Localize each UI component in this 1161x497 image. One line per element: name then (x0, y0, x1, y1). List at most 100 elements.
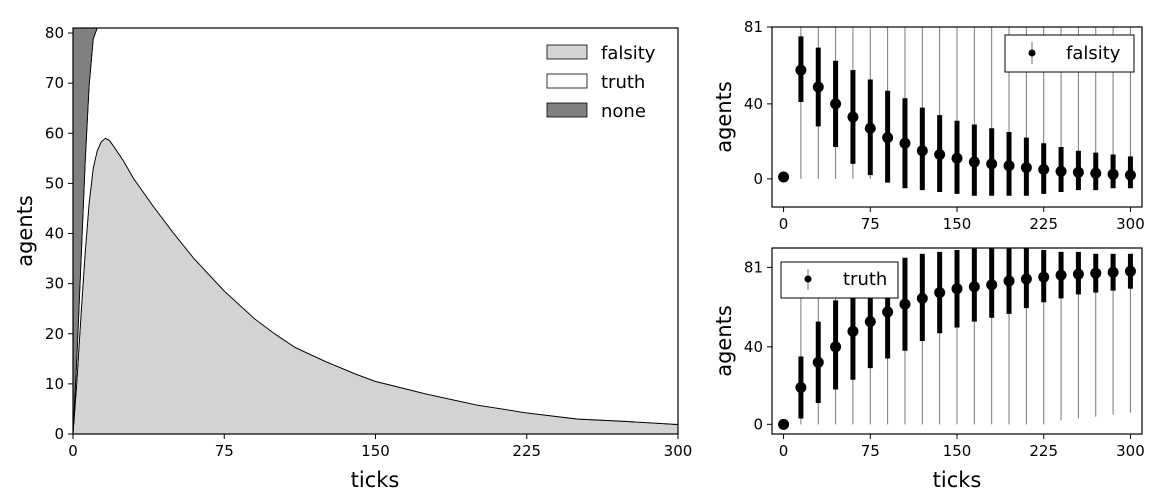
legend-swatch-truth (546, 73, 588, 89)
falsity-mean-point (1020, 162, 1032, 174)
legend-label-none: none (601, 101, 646, 122)
falsity-legend-label: falsity (1066, 43, 1121, 64)
y-tick-label: 40 (45, 225, 64, 243)
falsity-legend-marker (1028, 49, 1036, 57)
falsity-legend: falsity (1004, 34, 1135, 73)
truth-axis-ticks: 0 75 150 225 300 0 40 81 (744, 258, 1145, 460)
truth-y-axis-label: agents (712, 305, 736, 377)
truth-x-tick-label: 75 (861, 442, 880, 460)
x-tick-label: 0 (68, 442, 78, 460)
y-tick-label: 70 (45, 74, 64, 92)
area-truth (73, 28, 678, 434)
falsity-x-tick-label: 0 (779, 215, 789, 233)
legend-label-falsity: falsity (601, 43, 656, 64)
y-tick-label: 30 (45, 275, 64, 293)
truth-y-tick-label: 40 (744, 338, 763, 356)
y-tick-label: 60 (45, 124, 64, 142)
truth-legend-box (780, 261, 899, 299)
falsity-y-tick-label: 81 (744, 18, 763, 36)
truth-x-axis-label: ticks (933, 468, 982, 492)
truth-mean-point (778, 418, 790, 430)
falsity-mean-point (986, 158, 998, 170)
truth-mean-point (812, 356, 824, 368)
falsity-errorbar-chart: 0 75 150 225 300 0 40 81 agents falsity (712, 18, 1145, 233)
falsity-mean-point (899, 137, 911, 149)
x-tick-label: 300 (664, 442, 693, 460)
truth-mean-point (795, 382, 807, 393)
falsity-mean-point (812, 81, 824, 93)
truth-mean-point (1107, 266, 1119, 278)
truth-mean-point (847, 325, 859, 337)
y-tick-label: 10 (45, 375, 64, 393)
falsity-marks (778, 27, 1136, 196)
falsity-mean-point (1090, 167, 1102, 179)
truth-y-tick-label: 0 (753, 415, 763, 433)
falsity-mean-point (1107, 168, 1119, 180)
truth-x-tick-label: 225 (1029, 442, 1058, 460)
falsity-mean-point (1038, 164, 1050, 175)
truth-y-tick-label: 81 (744, 258, 763, 276)
truth-marks (778, 248, 1136, 430)
truth-mean-point (916, 292, 928, 304)
legend-label-truth: truth (601, 72, 645, 93)
falsity-x-tick-label: 225 (1029, 215, 1058, 233)
falsity-y-tick-label: 40 (744, 95, 763, 113)
falsity-mean-point (864, 122, 876, 134)
x-tick-label: 150 (361, 442, 390, 460)
truth-mean-point (1003, 275, 1015, 287)
truth-mean-point (1055, 269, 1067, 281)
falsity-mean-point (1055, 165, 1067, 177)
x-tick-label: 225 (512, 442, 541, 460)
falsity-mean-point (830, 98, 842, 110)
y-tick-label: 50 (45, 174, 64, 192)
falsity-mean-point (1124, 169, 1136, 181)
falsity-mean-point (1003, 160, 1015, 172)
falsity-mean-point (882, 132, 894, 144)
falsity-x-tick-label: 150 (943, 215, 972, 233)
falsity-mean-point (847, 111, 859, 123)
y-tick-label: 20 (45, 325, 64, 343)
truth-x-tick-label: 300 (1116, 442, 1145, 460)
truth-mean-point (1090, 267, 1102, 279)
falsity-legend-box (1004, 34, 1135, 73)
falsity-mean-point (795, 64, 807, 76)
truth-mean-point (1124, 265, 1136, 277)
truth-mean-point (864, 316, 876, 328)
main-legend: falsity truth none (546, 43, 656, 122)
stacked-area-chart: 0 75 150 225 300 0 10 20 30 40 50 60 70 80 ticks agen… (13, 24, 692, 492)
falsity-y-tick-label: 0 (753, 170, 763, 188)
falsity-x-tick-label: 75 (861, 215, 880, 233)
falsity-mean-point (951, 152, 963, 164)
main-y-axis-label: agents (13, 195, 37, 267)
truth-mean-point (1072, 268, 1084, 280)
falsity-mean-point (1072, 166, 1084, 178)
falsity-mean-point (934, 149, 946, 160)
falsity-mean-point (916, 145, 928, 157)
legend-swatch-falsity (546, 44, 588, 60)
falsity-axis-ticks: 0 75 150 225 300 0 40 81 (744, 18, 1145, 233)
truth-errorbar-chart: 0 75 150 225 300 0 40 81 ticks agents truth (712, 247, 1145, 492)
falsity-mean-point (968, 156, 980, 168)
truth-mean-point (986, 279, 998, 291)
truth-mean-point (899, 298, 911, 310)
truth-legend-marker (804, 275, 812, 283)
legend-swatch-none (546, 102, 588, 118)
main-axis-ticks: 0 75 150 225 300 0 10 20 30 40 50 60 70 80 (45, 24, 692, 460)
truth-x-tick-label: 0 (779, 442, 789, 460)
truth-legend-label: truth (843, 269, 887, 290)
truth-mean-point (934, 287, 946, 299)
falsity-y-axis-label: agents (712, 81, 736, 153)
y-tick-label: 80 (45, 24, 64, 42)
falsity-mean-point (778, 171, 790, 183)
truth-x-tick-label: 150 (943, 442, 972, 460)
truth-mean-point (1020, 273, 1032, 285)
y-tick-label: 0 (54, 425, 64, 443)
area-layers (73, 28, 678, 434)
truth-mean-point (882, 306, 894, 318)
truth-legend: truth (780, 261, 899, 299)
truth-mean-point (951, 283, 963, 295)
truth-mean-point (830, 341, 842, 353)
truth-mean-point (1038, 271, 1050, 283)
truth-mean-point (968, 281, 980, 293)
falsity-x-tick-label: 300 (1116, 215, 1145, 233)
